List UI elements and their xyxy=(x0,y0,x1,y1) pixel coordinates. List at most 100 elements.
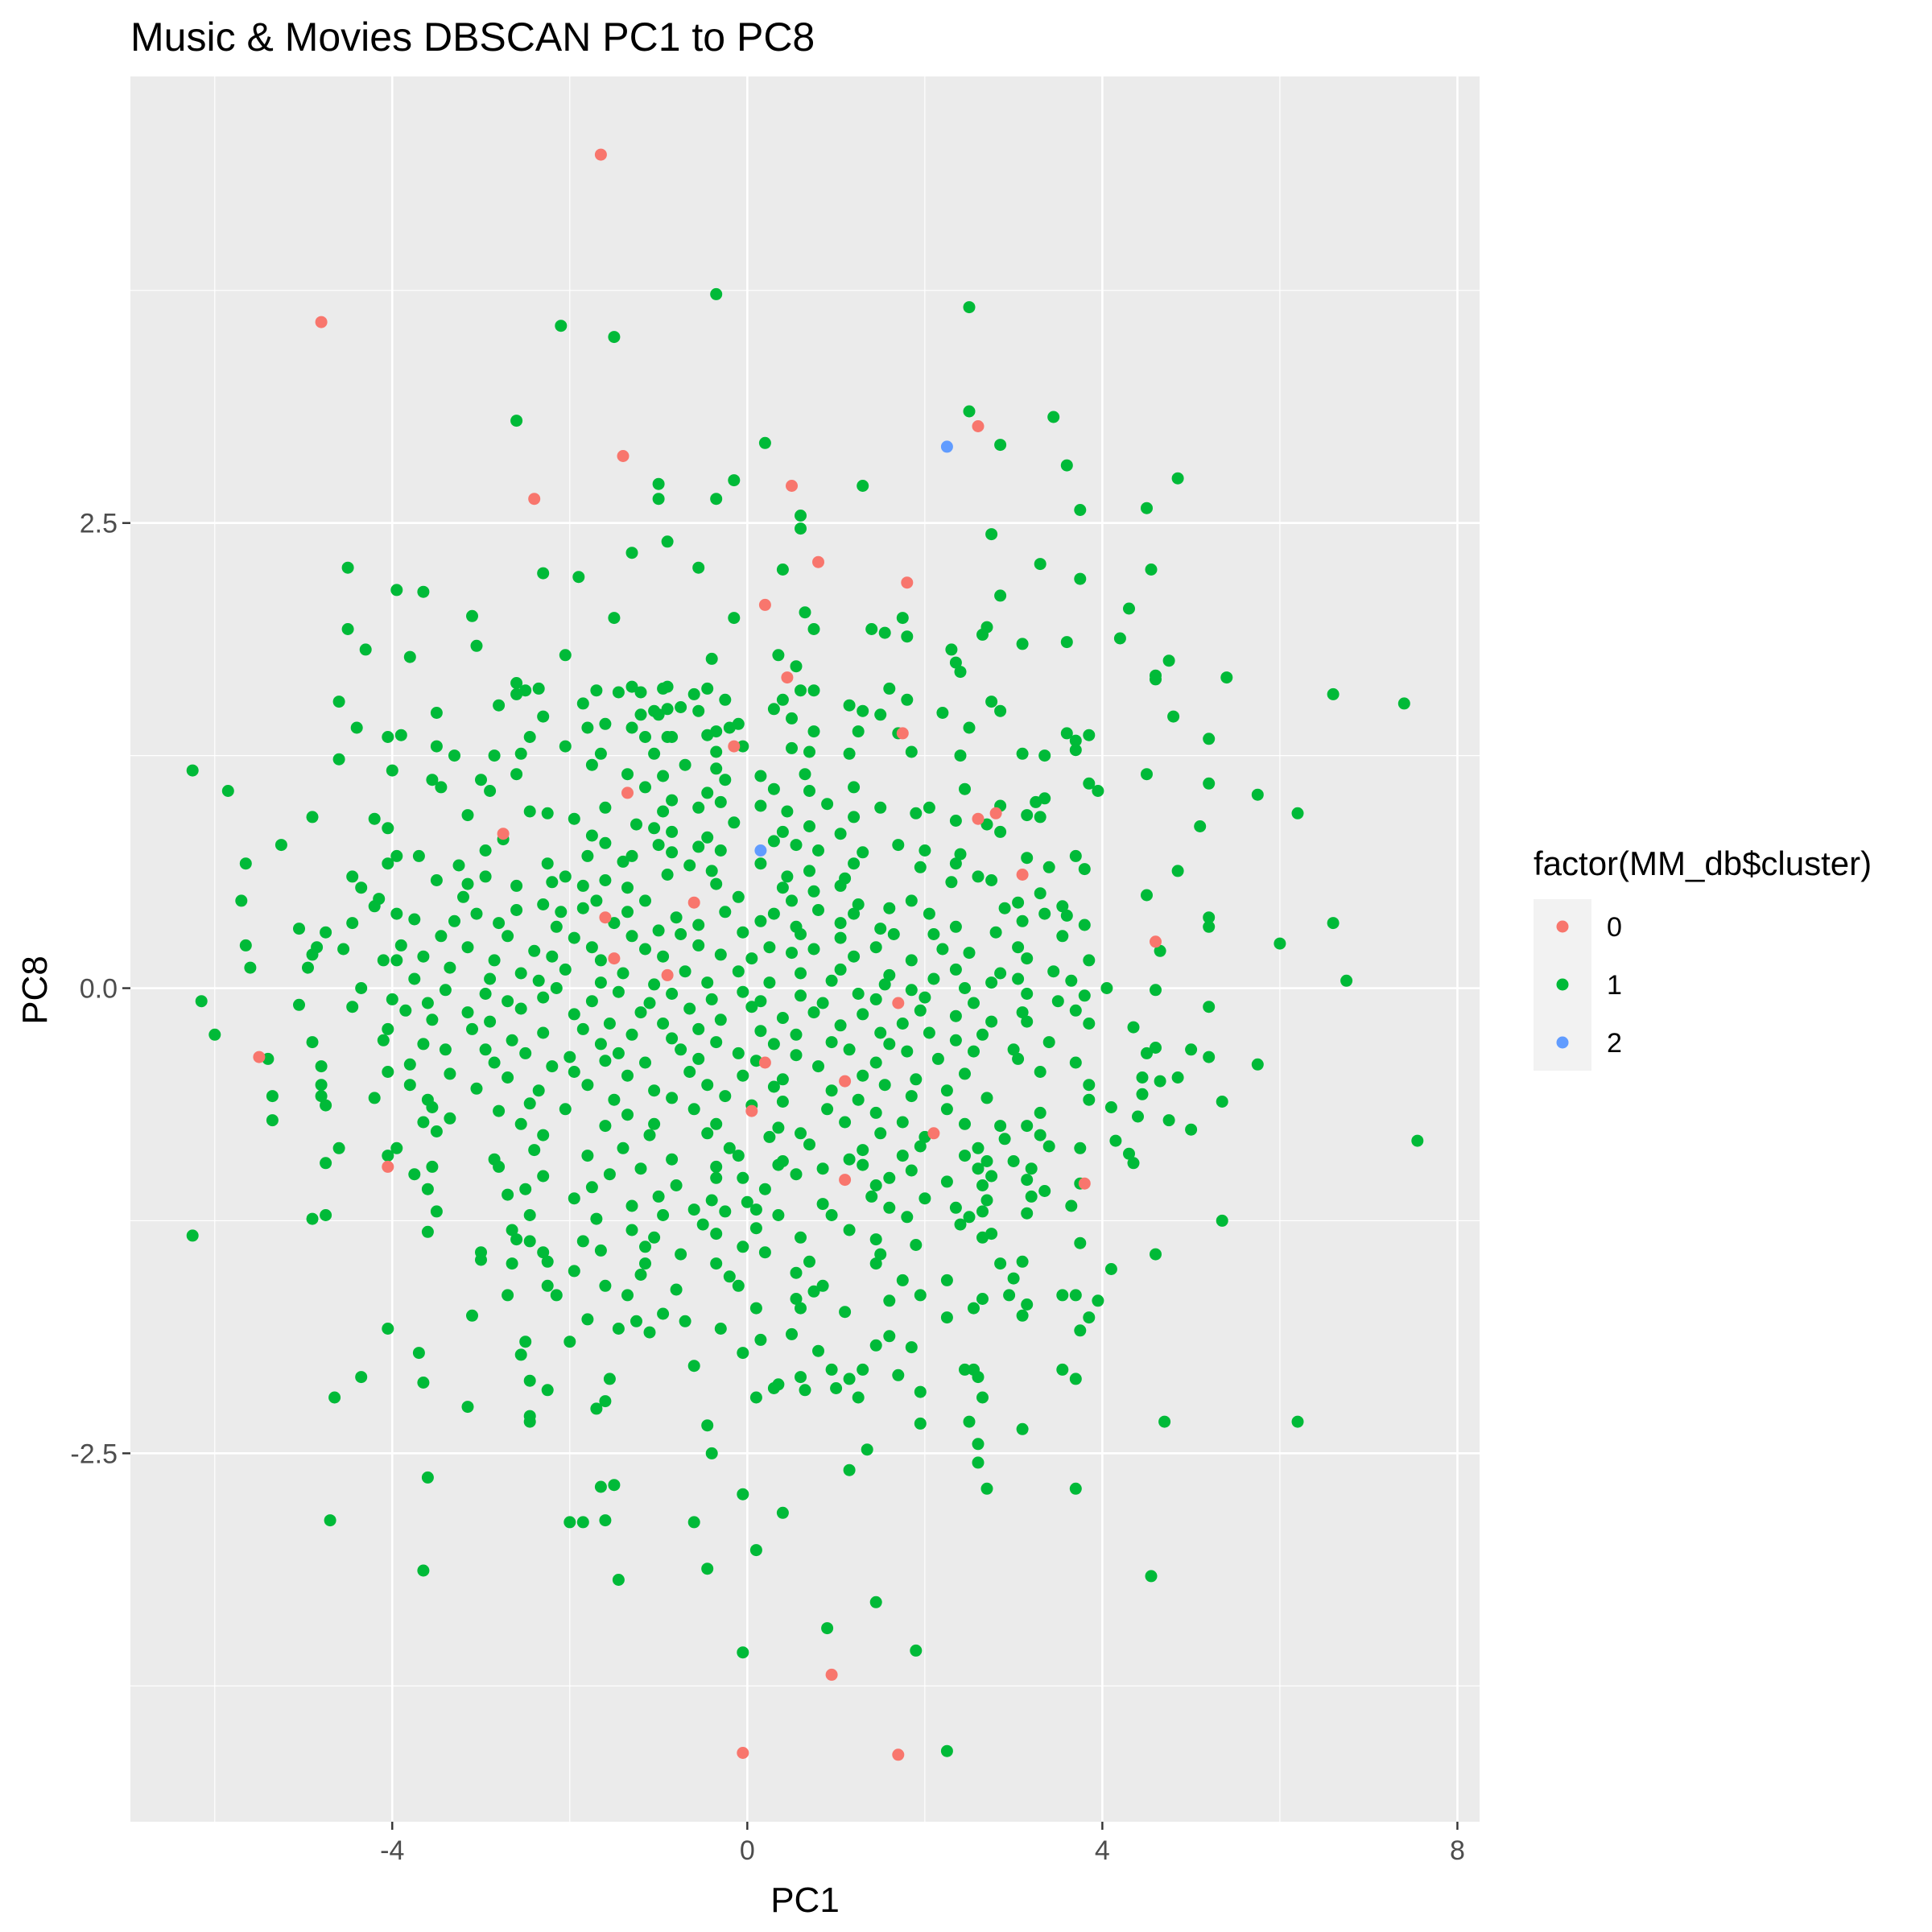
point-cluster-1 xyxy=(874,708,886,720)
legend-key-0 xyxy=(1557,921,1569,933)
point-cluster-1 xyxy=(426,1101,438,1113)
point-cluster-1 xyxy=(897,1117,909,1129)
point-cluster-1 xyxy=(964,301,976,313)
point-cluster-1 xyxy=(839,1306,851,1318)
point-cluster-1 xyxy=(671,911,683,923)
point-cluster-1 xyxy=(874,802,886,814)
point-cluster-1 xyxy=(453,860,465,872)
point-cluster-1 xyxy=(457,891,469,903)
point-cluster-1 xyxy=(803,1138,815,1150)
point-cluster-1 xyxy=(510,768,522,780)
point-cluster-1 xyxy=(559,964,572,976)
point-cluster-1 xyxy=(471,908,483,920)
point-cluster-1 xyxy=(1034,1066,1046,1078)
point-cluster-1 xyxy=(968,1046,980,1058)
point-cluster-1 xyxy=(706,653,718,665)
point-cluster-1 xyxy=(599,1120,611,1132)
point-cluster-1 xyxy=(431,741,443,753)
x-tick-label: 8 xyxy=(1450,1835,1465,1866)
point-cluster-1 xyxy=(1083,1311,1095,1323)
point-cluster-1 xyxy=(733,965,745,977)
point-cluster-1 xyxy=(870,993,882,1005)
point-cluster-1 xyxy=(914,1386,927,1398)
point-cluster-1 xyxy=(590,1213,602,1225)
point-cluster-1 xyxy=(1021,1208,1033,1220)
point-cluster-1 xyxy=(945,876,957,888)
point-cluster-1 xyxy=(772,1209,784,1221)
point-cluster-1 xyxy=(586,1181,598,1193)
point-cluster-1 xyxy=(369,1092,381,1104)
point-cluster-1 xyxy=(1061,636,1073,648)
point-cluster-2 xyxy=(754,844,766,857)
point-cluster-1 xyxy=(976,1179,989,1191)
point-cluster-1 xyxy=(617,856,630,868)
point-cluster-1 xyxy=(666,1092,678,1104)
point-cluster-1 xyxy=(1034,1129,1046,1141)
point-cluster-1 xyxy=(870,1596,882,1608)
point-cluster-1 xyxy=(435,930,447,942)
point-cluster-1 xyxy=(435,781,447,793)
point-cluster-1 xyxy=(502,1071,514,1084)
point-cluster-1 xyxy=(692,562,704,574)
point-cluster-1 xyxy=(333,696,345,708)
point-cluster-0 xyxy=(728,741,740,753)
point-cluster-1 xyxy=(857,846,869,858)
point-cluster-1 xyxy=(914,1141,927,1153)
point-cluster-1 xyxy=(1150,984,1162,996)
point-cluster-1 xyxy=(826,1209,838,1221)
point-cluster-1 xyxy=(431,1125,443,1137)
point-cluster-1 xyxy=(222,785,234,797)
point-cluster-1 xyxy=(515,1348,527,1360)
point-cluster-1 xyxy=(568,1265,580,1277)
point-cluster-1 xyxy=(639,781,651,793)
point-cluster-1 xyxy=(1061,460,1073,472)
point-cluster-0 xyxy=(617,450,630,462)
point-cluster-1 xyxy=(1026,1191,1038,1203)
point-cluster-1 xyxy=(1017,1310,1029,1322)
point-cluster-1 xyxy=(590,1402,602,1414)
point-cluster-1 xyxy=(644,1129,656,1141)
point-cluster-1 xyxy=(719,774,731,786)
point-cluster-1 xyxy=(728,474,740,486)
point-cluster-1 xyxy=(417,586,429,598)
point-cluster-1 xyxy=(431,874,443,886)
point-cluster-1 xyxy=(910,1645,922,1657)
point-cluster-1 xyxy=(595,748,607,760)
point-cluster-1 xyxy=(768,1382,780,1394)
point-cluster-1 xyxy=(786,947,798,959)
point-cluster-1 xyxy=(581,722,593,734)
point-cluster-1 xyxy=(941,1745,953,1757)
point-cluster-1 xyxy=(480,1043,492,1055)
point-cluster-1 xyxy=(835,880,847,892)
legend-key-2 xyxy=(1557,1037,1569,1049)
point-cluster-1 xyxy=(976,1392,989,1404)
point-cluster-1 xyxy=(382,1066,394,1078)
point-cluster-1 xyxy=(422,997,434,1009)
point-cluster-1 xyxy=(724,722,736,734)
point-cluster-1 xyxy=(852,1094,865,1106)
legend-title: factor(MM_db$cluster) xyxy=(1534,844,1872,882)
point-cluster-1 xyxy=(1008,1155,1020,1167)
point-cluster-1 xyxy=(386,765,398,777)
point-cluster-1 xyxy=(240,939,252,952)
point-cluster-1 xyxy=(275,839,287,851)
point-cluster-1 xyxy=(1021,988,1033,1000)
point-cluster-1 xyxy=(382,731,394,743)
point-cluster-1 xyxy=(1017,638,1029,650)
point-cluster-1 xyxy=(754,770,766,782)
point-cluster-1 xyxy=(737,986,749,998)
point-cluster-1 xyxy=(1070,850,1082,862)
point-cluster-0 xyxy=(897,727,909,739)
point-cluster-1 xyxy=(1128,1022,1140,1034)
point-cluster-1 xyxy=(990,927,1002,939)
point-cluster-1 xyxy=(1340,975,1352,987)
point-cluster-1 xyxy=(333,753,345,766)
point-cluster-1 xyxy=(799,606,811,618)
point-cluster-1 xyxy=(431,707,443,719)
point-cluster-1 xyxy=(515,748,527,760)
point-cluster-1 xyxy=(1167,711,1179,723)
point-cluster-1 xyxy=(266,1090,279,1102)
point-cluster-1 xyxy=(599,1280,611,1292)
point-cluster-1 xyxy=(502,930,514,942)
point-cluster-1 xyxy=(923,1027,935,1039)
